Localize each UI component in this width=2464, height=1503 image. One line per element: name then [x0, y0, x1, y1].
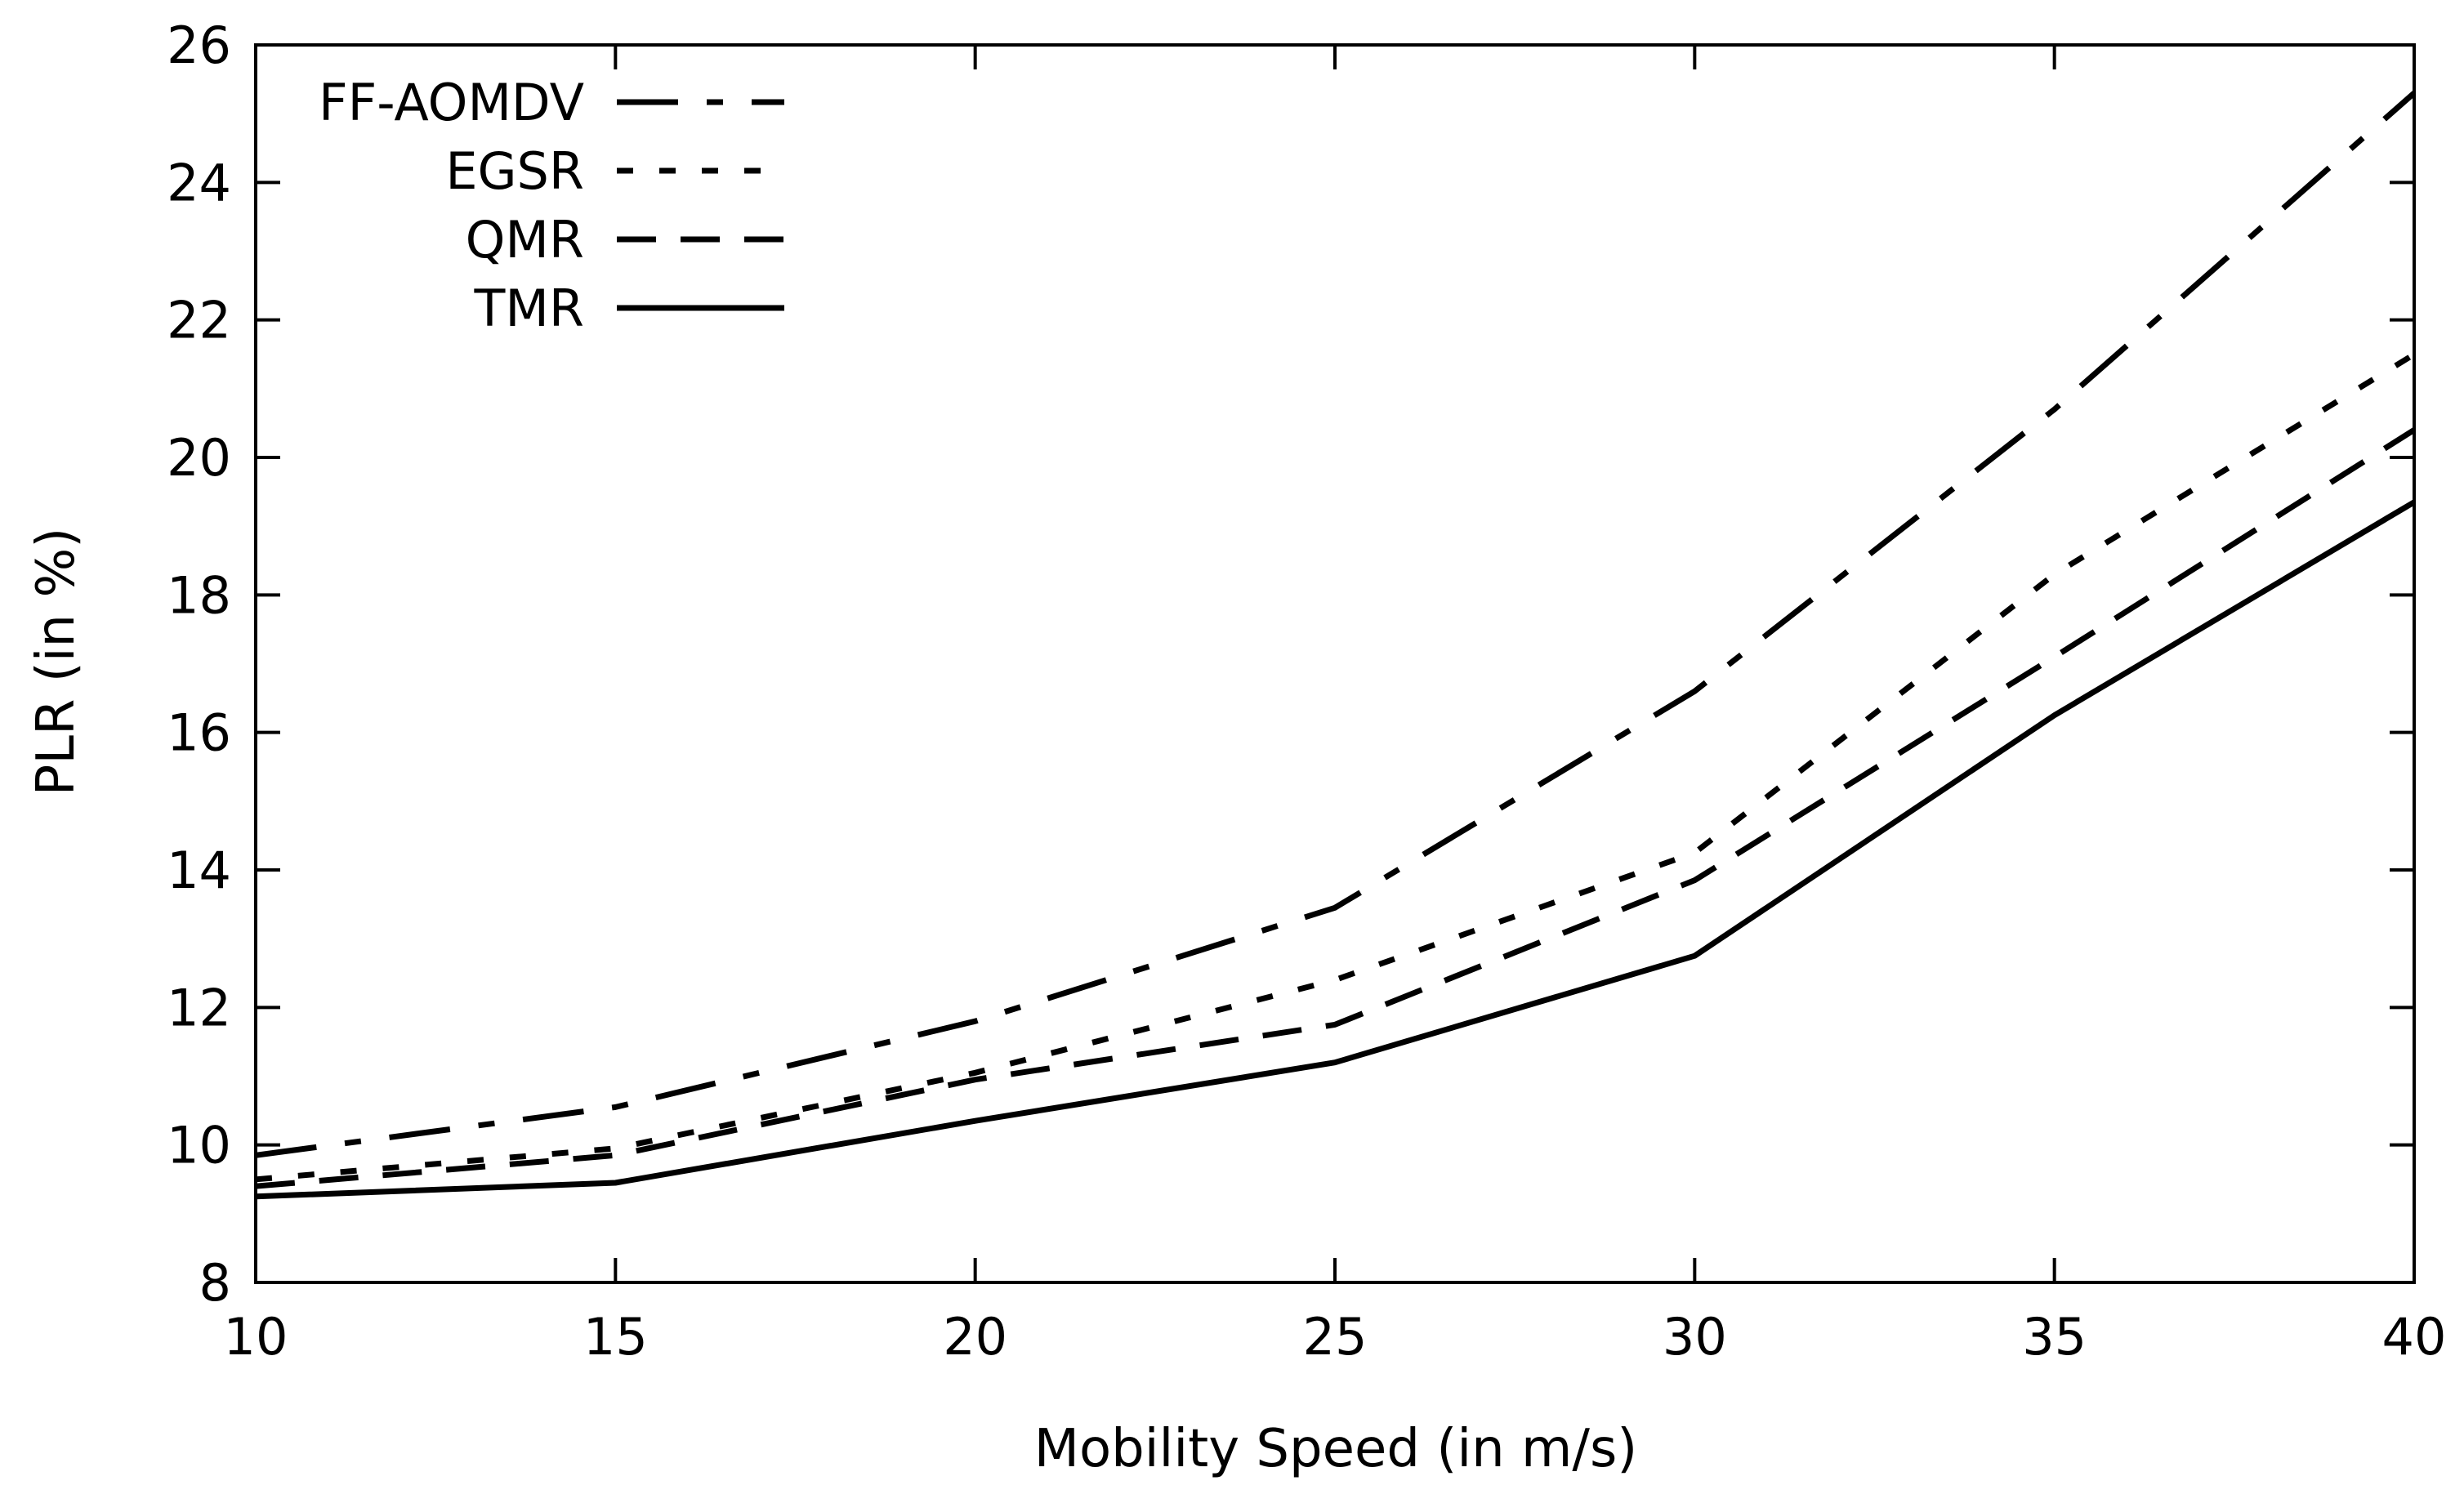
y-tick-label: 14: [167, 841, 231, 900]
y-tick-label: 16: [167, 703, 231, 763]
y-tick-label: 18: [167, 565, 231, 625]
x-tick-label: 20: [943, 1307, 1007, 1367]
y-axis-title: PLR (in %): [26, 528, 87, 796]
legend: FF-AOMDV EGSR QMR TMR: [319, 73, 784, 338]
x-tick-label: 15: [583, 1307, 648, 1367]
y-tick-label: 24: [167, 153, 231, 212]
x-tick-label: 30: [1663, 1307, 1727, 1367]
x-tick-label: 35: [2022, 1307, 2087, 1367]
legend-label-tmr: TMR: [474, 279, 584, 338]
series-line-egsr: [255, 351, 2416, 1183]
y-tick-label: 26: [167, 16, 231, 75]
legend-label-egsr: EGSR: [445, 141, 584, 201]
y-tick-label: 10: [167, 1116, 231, 1175]
x-tick-label: 10: [224, 1307, 288, 1367]
legend-label-ff-aomdv: FF-AOMDV: [319, 73, 584, 132]
x-tick-label: 25: [1303, 1307, 1368, 1367]
series-lines: [255, 91, 2417, 1200]
y-tick-label: 8: [199, 1253, 231, 1313]
y-tick-label: 22: [167, 291, 231, 350]
series-line-qmr: [255, 427, 2416, 1189]
x-tick-label: 40: [2382, 1307, 2447, 1367]
x-axis-title: Mobility Speed (in m/s): [1034, 1419, 1638, 1479]
y-tick-label: 12: [167, 978, 231, 1037]
series-line-tmr: [255, 499, 2416, 1200]
y-tick-label: 20: [167, 428, 231, 488]
legend-label-qmr: QMR: [466, 210, 584, 270]
series-line-ff-aomdv: [255, 91, 2417, 1158]
